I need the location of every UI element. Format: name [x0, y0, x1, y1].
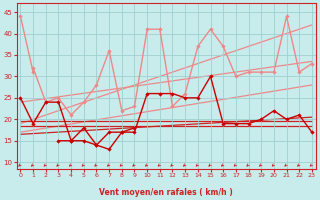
X-axis label: Vent moyen/en rafales ( km/h ): Vent moyen/en rafales ( km/h )	[99, 188, 233, 197]
